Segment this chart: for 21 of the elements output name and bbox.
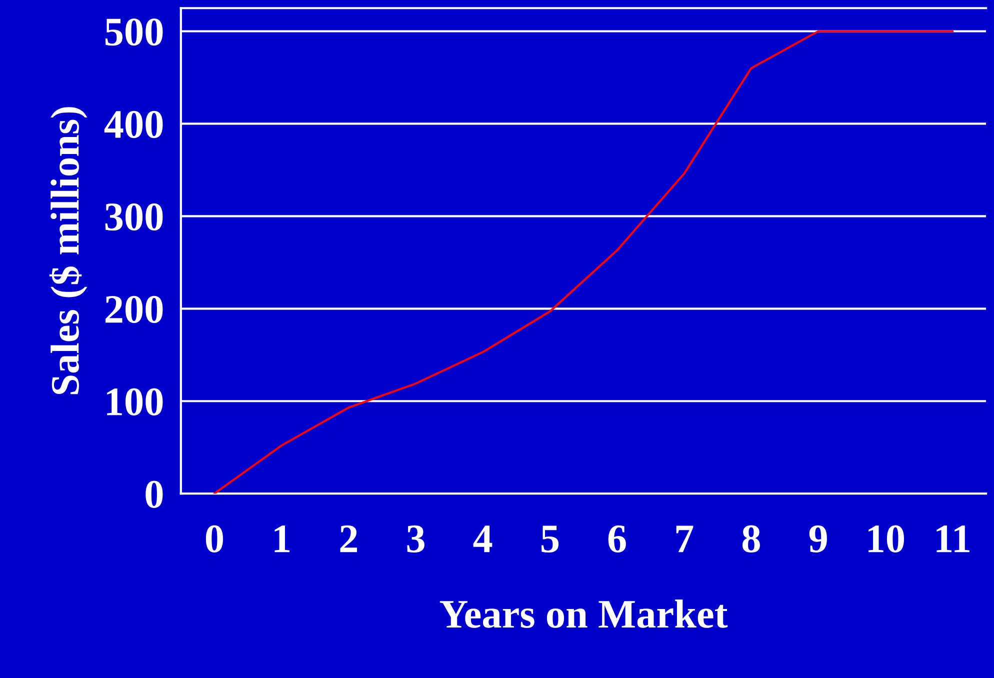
x-tick-label: 4: [473, 526, 492, 552]
x-tick-label: 3: [407, 525, 424, 552]
x-tick-label: 10: [868, 525, 904, 552]
x-tick-label: 9: [809, 525, 827, 552]
x-tick-label: 2: [340, 525, 357, 552]
line-series: [213, 30, 954, 494]
y-tick-label: 400: [104, 110, 163, 138]
y-axis-title: Sales ($ millions): [49, 107, 88, 394]
x-tick-label: 0: [206, 525, 223, 552]
y-tick-label: 0: [146, 480, 163, 508]
x-tick-label: 5: [541, 526, 559, 552]
x-tick-label: 1: [274, 526, 290, 552]
y-tick-label: 100: [107, 388, 163, 416]
y-tick-label: 500: [105, 18, 163, 46]
x-tick-label: 8: [742, 525, 760, 552]
x-tick-label: 6: [608, 525, 626, 552]
x-axis-title: Years on Market: [440, 600, 728, 628]
x-tick-label: 7: [676, 526, 694, 552]
y-tick-label: 200: [106, 296, 163, 324]
x-tick-label: 11: [936, 526, 970, 552]
y-tick-label: 300: [105, 203, 163, 231]
